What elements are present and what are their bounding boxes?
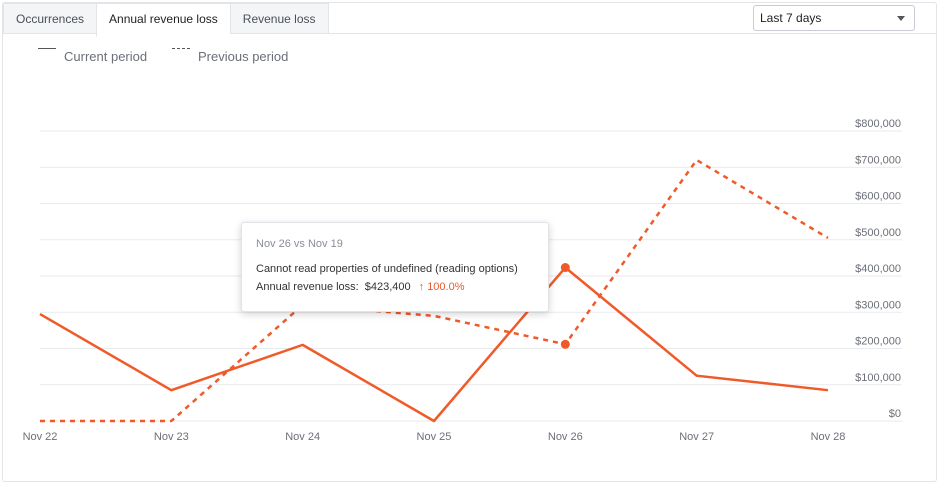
period-select-value: Last 7 days — [760, 11, 822, 25]
x-tick-label: Nov 28 — [811, 431, 846, 443]
tooltip-metric: Annual revenue loss: $423,400 ↑ 100.0% — [256, 281, 465, 293]
tab-bar: Occurrences Annual revenue loss Revenue … — [3, 3, 329, 37]
solid-line-icon — [38, 48, 56, 49]
period-select[interactable]: Last 7 days — [753, 5, 915, 31]
series-previous-line — [40, 158, 829, 423]
x-tick-label: Nov 23 — [154, 431, 189, 443]
y-tick-label: $400,000 — [855, 263, 901, 275]
x-tick-label: Nov 27 — [679, 431, 714, 443]
series-previous-point — [560, 339, 570, 349]
y-tick-label: $600,000 — [855, 191, 901, 203]
x-tick-label: Nov 22 — [23, 431, 58, 443]
series-current-line — [39, 266, 829, 423]
y-tick-label: $100,000 — [855, 372, 901, 384]
tab-occurrences[interactable]: Occurrences — [3, 3, 97, 34]
dashed-line-icon — [172, 48, 190, 49]
y-tick-label: $0 — [889, 408, 901, 420]
legend-current-label: Current period — [64, 49, 148, 64]
y-tick-label: $800,000 — [855, 118, 901, 130]
tooltip-change: ↑ 100.0% — [419, 281, 465, 293]
x-tick-label: Nov 25 — [417, 431, 452, 443]
tab-revenue-loss[interactable]: Revenue loss — [229, 3, 329, 34]
tooltip-change-value: 100.0% — [427, 281, 465, 293]
x-axis: Nov 22 Nov 23 Nov 24 Nov 25 Nov 26 Nov 27 Nov … — [23, 431, 846, 443]
y-tick-label: $300,000 — [855, 299, 901, 311]
y-tick-label: $500,000 — [855, 227, 901, 239]
legend-previous-label: Previous period — [198, 49, 289, 64]
tooltip-metric-value: $423,400 — [364, 281, 411, 293]
y-axis: $0 $100,000 $200,000 $300,000 $400,000 $500,0… — [855, 118, 901, 420]
tab-divider — [303, 33, 937, 34]
tab-annual-revenue-loss[interactable]: Annual revenue loss — [96, 3, 230, 37]
chevron-down-icon — [897, 16, 905, 21]
chart-tooltip: Nov 26 vs Nov 19 Cannot read properties … — [241, 222, 549, 312]
y-tick-label: $200,000 — [855, 336, 901, 348]
y-tick-label: $700,000 — [855, 154, 901, 166]
x-tick-label: Nov 24 — [285, 431, 320, 443]
series-current-point — [560, 263, 570, 273]
tooltip-title: Cannot read properties of undefined (rea… — [256, 263, 518, 275]
series-layer — [39, 158, 829, 423]
tooltip-metric-label: Annual revenue loss: — [256, 281, 359, 293]
arrow-up-icon: ↑ — [418, 281, 425, 293]
tooltip-date: Nov 26 vs Nov 19 — [256, 238, 343, 250]
x-tick-label: Nov 26 — [548, 431, 583, 443]
